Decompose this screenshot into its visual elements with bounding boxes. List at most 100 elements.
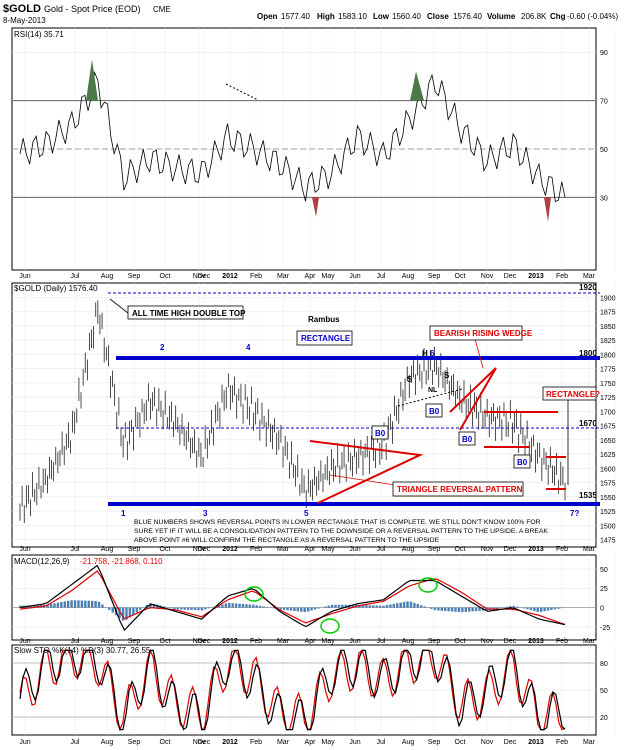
breakout-label-2: B0 <box>429 407 440 416</box>
x-tick-label: Jun <box>19 739 30 746</box>
x-tick-label: Oct <box>455 739 466 746</box>
macd-histogram-bar <box>80 600 84 608</box>
macd-histogram-bar <box>310 607 313 611</box>
x-tick-label: Nov <box>481 273 494 280</box>
x-tick-label: Feb <box>556 273 568 280</box>
price-annotations: 1920 1800 1670 1535 ALL TIME HIGH DOUBLE… <box>108 83 600 634</box>
rsi-overbought-area-2 <box>410 71 424 101</box>
head-label: H <box>422 349 428 358</box>
author-label: Rambus <box>308 315 340 324</box>
macd-histogram-bar <box>337 604 341 608</box>
x-tick-label: Dec <box>504 638 517 645</box>
macd-histogram-bar <box>351 604 354 608</box>
macd-histogram-bar <box>118 607 121 618</box>
x-tick-label: Feb <box>556 638 568 645</box>
x-tick-label: Oct <box>160 273 171 280</box>
x-tick-label: Oct <box>455 638 466 645</box>
macd-histogram-bar <box>409 601 413 608</box>
macd-histogram-bar <box>204 607 207 610</box>
macd-histogram-bar <box>478 607 481 611</box>
x-tick-label: May <box>321 638 335 645</box>
x-tick-label: Dec <box>198 273 211 280</box>
macd-histogram-bar <box>385 605 389 608</box>
x-tick-label: Jun <box>19 273 30 280</box>
macd-histogram-bar <box>190 607 193 610</box>
macd-histogram-bar <box>125 607 128 620</box>
macd-histogram-bar <box>262 606 265 608</box>
macd-histogram-bar <box>84 600 87 608</box>
neckline-label: NL <box>428 387 438 394</box>
macd-histogram-bar <box>66 600 70 608</box>
x-tick-label: Nov <box>193 273 206 280</box>
macd-histogram-bar <box>77 600 80 608</box>
chg-label: Chg <box>550 12 566 21</box>
sto-ytick-50: 50 <box>600 688 608 695</box>
macd-histogram-bar <box>293 607 296 611</box>
price-ytick-1825: 1825 <box>600 338 616 345</box>
macd-histogram-bar <box>221 604 224 608</box>
price-ytick-1625: 1625 <box>600 452 616 459</box>
price-legend: $GOLD (Daily) 1576.40 <box>14 284 98 293</box>
triangle-box <box>392 481 524 497</box>
macd-histogram-bar <box>207 607 210 609</box>
macd-histogram-bar <box>437 607 440 611</box>
x-tick-label: Apr <box>305 546 317 553</box>
note-line-3: ABOVE POINT #6 WILL CONFIRM THE RECTANGL… <box>134 537 440 544</box>
x-tick-label: Sep <box>128 546 141 553</box>
level-1800-label: 1800 <box>579 349 597 358</box>
x-tick-label: Aug <box>101 638 114 645</box>
macd-histogram-bar <box>193 607 197 611</box>
wedge-lower-line <box>459 367 497 431</box>
macd-histogram-bar <box>234 603 238 608</box>
macd-histogram-bar <box>245 604 248 608</box>
macd-histogram-bar <box>540 607 543 612</box>
x-tick-label: Aug <box>402 273 415 280</box>
macd-histogram-bar <box>121 607 125 621</box>
macd-histogram-bar <box>313 607 317 610</box>
macd-ytick--25: -25 <box>600 625 610 632</box>
price-ytick-1475: 1475 <box>600 538 616 545</box>
macd-histogram-bar <box>365 605 368 608</box>
chart-date: 8-May-2013 <box>3 16 46 25</box>
wedge-box <box>429 325 523 341</box>
sto-legend: Slow STO %K(14) %D(3) 30.77, 26.55 <box>14 646 151 655</box>
price-ytick-1575: 1575 <box>600 481 616 488</box>
sto-panel: Slow STO %K(14) %D(3) 30.77, 26.55 <box>12 646 596 732</box>
x-tick-label: Oct <box>455 273 466 280</box>
price-ytick-1550: 1550 <box>600 495 616 502</box>
macd-ytick-0: 0 <box>600 606 604 613</box>
macd-histogram-bar <box>183 607 186 610</box>
x-tick-label: Jun <box>19 638 30 645</box>
macd-histogram-bar <box>303 607 306 613</box>
breakout-box-3-frame <box>458 431 476 446</box>
price-ytick-1700: 1700 <box>600 409 616 416</box>
x-tick-label: Mar <box>583 638 596 645</box>
macd-histogram-bar <box>553 607 557 610</box>
x-tick-label: Dec <box>198 546 211 553</box>
macd-histogram-bar <box>46 604 49 608</box>
x-tick-label: Oct <box>160 739 171 746</box>
x-tick-label: Feb <box>250 638 262 645</box>
x-tick-label: Jun <box>349 273 360 280</box>
double-top-box <box>127 305 244 320</box>
close-label: Close <box>427 12 449 21</box>
macd-histogram-bar <box>389 604 392 608</box>
price-ytick-1500: 1500 <box>600 523 616 530</box>
macd-histogram-bar <box>111 607 114 613</box>
symbol: $GOLD <box>3 3 41 15</box>
breakout-box-3: B0 <box>458 431 476 446</box>
macd-histogram-bar <box>560 607 563 609</box>
wedge-label: BEARISH RISING WEDGE <box>434 329 533 338</box>
macd-histogram-bar <box>550 607 553 610</box>
x-tick-label: May <box>321 273 335 280</box>
macd-histogram-bar <box>378 605 382 608</box>
macd-histogram-bar <box>375 605 378 608</box>
volume-value: 206.8K <box>521 12 547 21</box>
macd-histogram-bar <box>97 601 101 608</box>
x-tick-label: Apr <box>305 273 317 280</box>
breakout-box-2-frame <box>425 403 443 418</box>
macd-histogram-bar <box>368 605 372 608</box>
macd-histogram-bar <box>128 607 132 618</box>
neckline <box>397 388 463 407</box>
